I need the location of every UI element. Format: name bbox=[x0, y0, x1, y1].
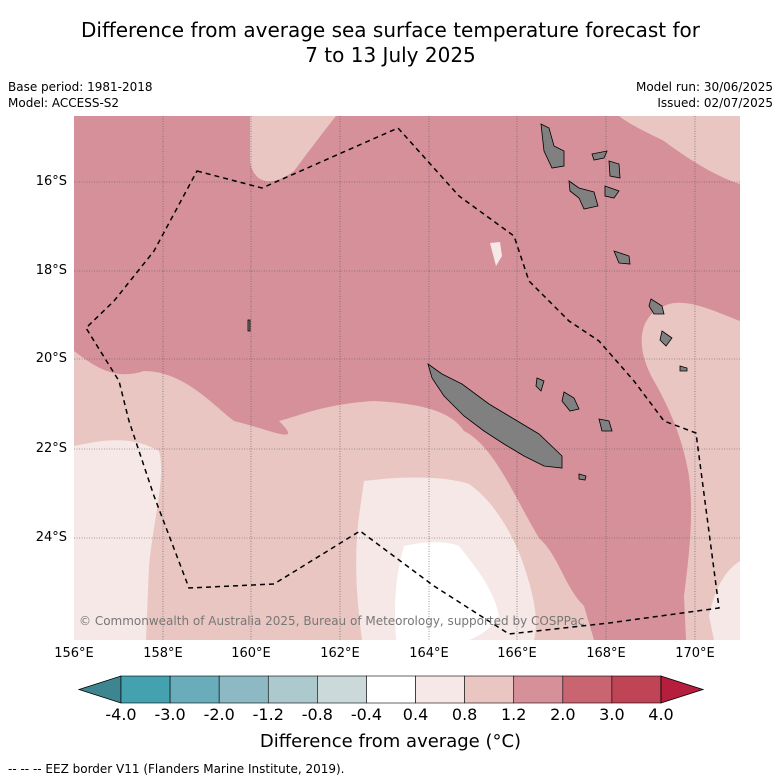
mare bbox=[598, 418, 613, 432]
efate bbox=[613, 250, 631, 265]
anomaly-field-0-4-spot bbox=[490, 242, 502, 266]
anomaly-field-0-4-southeast bbox=[709, 561, 740, 640]
lat-label: 18°S bbox=[35, 263, 67, 278]
colorbar-segment bbox=[415, 675, 465, 704]
anomaly-field-0-8-east bbox=[641, 302, 740, 640]
lon-label: 164°E bbox=[409, 646, 449, 661]
lat-label: 16°S bbox=[35, 174, 67, 189]
anomaly-field-0-8-north bbox=[250, 116, 336, 182]
island-1 bbox=[591, 150, 608, 161]
lon-label: 166°E bbox=[497, 646, 537, 661]
lon-label: 168°E bbox=[586, 646, 626, 661]
issued-text: Issued: 02/07/2025 bbox=[657, 96, 773, 110]
new-caledonia bbox=[427, 363, 563, 469]
colorbar-tick-label: -1.2 bbox=[252, 705, 284, 724]
colorbar bbox=[0, 670, 781, 710]
colorbar-tick-label: -4.0 bbox=[105, 705, 137, 724]
copyright-notice: © Commonwealth of Australia 2025, Bureau… bbox=[79, 614, 585, 628]
ouvea bbox=[535, 377, 545, 392]
lon-label: 162°E bbox=[320, 646, 360, 661]
colorbar-tick-label: 3.0 bbox=[599, 705, 625, 724]
title-line-2: 7 to 13 July 2025 bbox=[305, 43, 476, 67]
colorbar-tick-label: -0.8 bbox=[301, 705, 333, 724]
island-3 bbox=[604, 185, 620, 199]
colorbar-segment bbox=[120, 675, 171, 704]
colorbar-over-extension bbox=[660, 675, 705, 704]
lat-label: 20°S bbox=[35, 351, 67, 366]
colorbar-tick-label: -2.0 bbox=[203, 705, 235, 724]
malekula bbox=[568, 180, 599, 210]
anomaly-field-0-8-northeast bbox=[619, 116, 740, 184]
colorbar-segment bbox=[317, 675, 367, 704]
isle-of-pines bbox=[578, 473, 587, 481]
anomaly-field-0-4-southwest bbox=[74, 440, 162, 640]
island-5 bbox=[247, 319, 251, 332]
colorbar-segment bbox=[267, 675, 318, 704]
lon-label: 170°E bbox=[675, 646, 715, 661]
land-masses bbox=[247, 123, 688, 481]
colorbar-under-extension bbox=[77, 675, 122, 704]
model-text: Model: ACCESS-S2 bbox=[8, 96, 120, 110]
title-line-1: Difference from average sea surface temp… bbox=[80, 18, 700, 42]
colorbar-tick-label: -0.4 bbox=[350, 705, 383, 724]
eez-legend-note: -- -- -- EEZ border V11 (Flanders Marine… bbox=[8, 762, 345, 776]
tanna bbox=[648, 298, 665, 315]
colorbar-tick-label: -3.0 bbox=[154, 705, 186, 724]
eez-border bbox=[85, 127, 720, 635]
meta-right: Model run: 30/06/2025 Issued: 02/07/2025 bbox=[636, 79, 773, 111]
lon-label: 160°E bbox=[231, 646, 271, 661]
lifou bbox=[561, 391, 580, 412]
lon-label: 156°E bbox=[54, 646, 94, 661]
island-2 bbox=[608, 160, 621, 179]
colorbar-svg bbox=[77, 675, 705, 704]
model-run-text: Model run: 30/06/2025 bbox=[635, 80, 773, 94]
colorbar-segment bbox=[562, 675, 613, 704]
anomaly-field-near-average bbox=[394, 542, 499, 640]
colorbar-title: Difference from average (°C) bbox=[259, 731, 522, 752]
espiritu-santo bbox=[540, 123, 565, 169]
lat-label: 22°S bbox=[35, 441, 67, 456]
colorbar-tick-label: 0.4 bbox=[402, 705, 429, 724]
lat-label: 24°S bbox=[35, 530, 67, 545]
lon-label: 158°E bbox=[143, 646, 183, 661]
graticule bbox=[74, 116, 740, 640]
colorbar-segment bbox=[366, 675, 416, 704]
colorbar-segment bbox=[218, 675, 269, 704]
colorbar-tick-label: 4.0 bbox=[648, 705, 674, 724]
colorbar-tick-label: 2.0 bbox=[550, 705, 576, 724]
map-svg bbox=[74, 116, 740, 640]
meta-left: Base period: 1981-2018 Model: ACCESS-S2 bbox=[8, 79, 153, 111]
colorbar-segment bbox=[169, 675, 220, 704]
colorbar-segment bbox=[464, 675, 515, 704]
aneityum bbox=[659, 330, 673, 347]
base-period-text: Base period: 1981-2018 bbox=[8, 80, 153, 94]
colorbar-segment bbox=[611, 675, 662, 704]
colorbar-tick-label: 0.8 bbox=[451, 705, 478, 724]
colorbar-segment bbox=[513, 675, 564, 704]
island-4 bbox=[679, 365, 688, 372]
sst-anomaly-map[interactable] bbox=[74, 116, 740, 640]
colorbar-tick-label: 1.2 bbox=[500, 705, 527, 724]
chart-title: Difference from average sea surface temp… bbox=[0, 18, 781, 68]
